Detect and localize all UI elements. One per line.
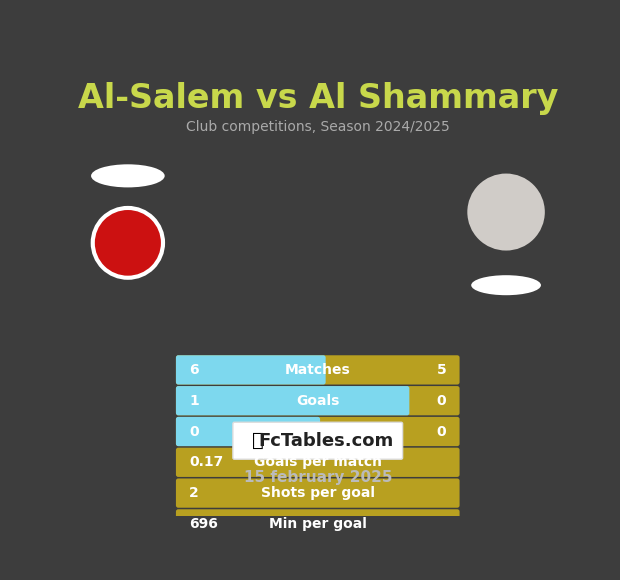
Text: 0: 0 [436,394,446,408]
Text: FcTables.com: FcTables.com [259,432,394,450]
Ellipse shape [471,275,541,295]
FancyBboxPatch shape [176,356,459,385]
Text: Matches: Matches [285,363,351,377]
Text: Goals: Goals [296,394,339,408]
FancyBboxPatch shape [176,417,459,446]
Ellipse shape [91,164,165,187]
Text: 0: 0 [436,425,446,438]
Text: 1: 1 [189,394,199,408]
FancyBboxPatch shape [176,417,320,446]
Text: 0: 0 [189,425,199,438]
FancyBboxPatch shape [233,422,402,459]
Circle shape [467,173,545,251]
Text: Club competitions, Season 2024/2025: Club competitions, Season 2024/2025 [186,121,450,135]
FancyBboxPatch shape [176,478,459,508]
Text: 6: 6 [189,363,199,377]
Text: 0.17: 0.17 [189,455,223,469]
Circle shape [94,209,162,277]
Text: 2: 2 [189,486,199,500]
FancyBboxPatch shape [176,386,459,415]
Text: 696: 696 [189,517,218,531]
Text: Al-Salem vs Al Shammary: Al-Salem vs Al Shammary [78,82,558,115]
Text: Goals per match: Goals per match [254,455,382,469]
Text: Shots per goal: Shots per goal [261,486,374,500]
FancyBboxPatch shape [176,386,409,415]
Text: Hattricks: Hattricks [282,425,353,438]
FancyBboxPatch shape [176,356,326,385]
Text: Min per goal: Min per goal [269,517,366,531]
FancyBboxPatch shape [176,448,459,477]
Circle shape [91,206,165,280]
Text: 5: 5 [436,363,446,377]
Text: 📊: 📊 [252,432,264,450]
FancyBboxPatch shape [176,509,459,538]
Text: 15 february 2025: 15 february 2025 [244,470,392,485]
